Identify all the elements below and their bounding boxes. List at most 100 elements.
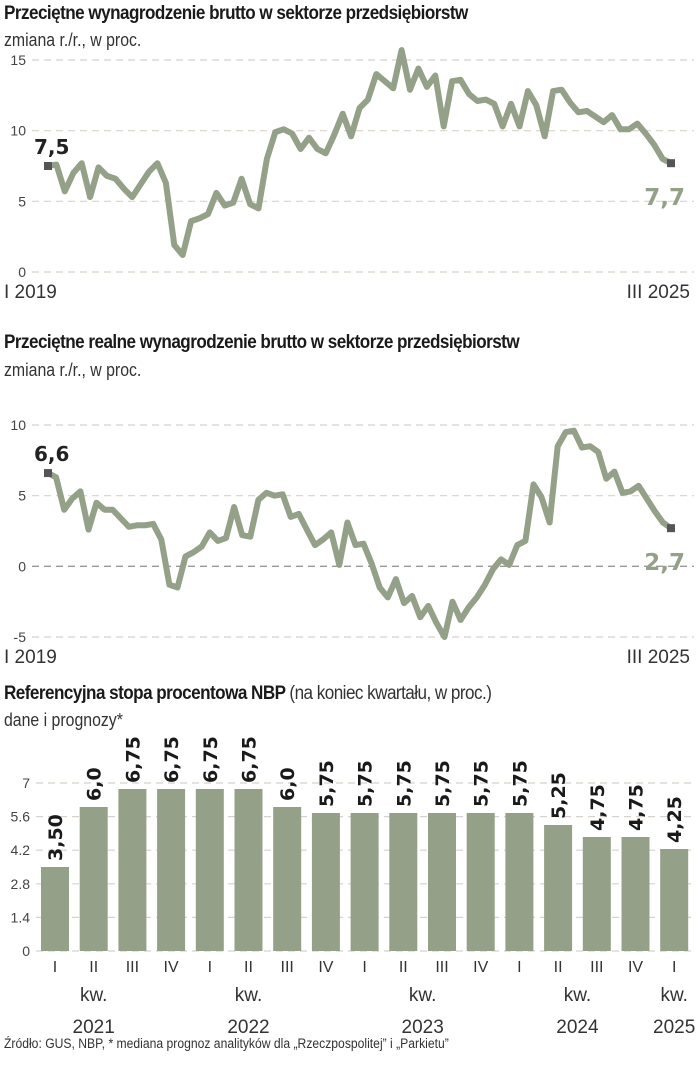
chart3-y-tick-label: 2.8 <box>11 876 31 892</box>
chart2-subtitle: zmiana r./r., w proc. <box>4 360 142 380</box>
chart3-bar <box>350 813 379 951</box>
chart1-x-start-label: I 2019 <box>4 282 57 303</box>
chart3-bar <box>505 813 534 951</box>
chart2-y-tick-label: 10 <box>10 417 26 433</box>
chart3-bar-value-label: 3,50 <box>45 814 67 861</box>
chart3-bar <box>79 807 108 951</box>
chart3-bar <box>234 789 263 951</box>
chart3-x-quarter-label: IV <box>318 959 333 976</box>
chart3-bar-value-label: 6,0 <box>277 767 299 801</box>
chart3-quarter-word: kw. <box>80 985 107 1006</box>
chart3-bar <box>195 789 224 951</box>
chart3-bar <box>118 789 147 951</box>
chart1-end-marker <box>667 159 675 168</box>
chart3-bar <box>544 825 573 951</box>
chart1-x-end-label: III 2025 <box>627 282 690 303</box>
chart2-y-tick-label: -5 <box>14 629 27 645</box>
chart2-y-tick-label: 5 <box>18 488 26 504</box>
chart3-x-quarter-label: I <box>362 959 366 976</box>
chart3-title-main: Referencyjna stopa procentowa NBP <box>4 683 286 704</box>
chart3-x-quarter-label: III <box>281 959 294 976</box>
chart3-x-quarter-label: IV <box>628 959 643 976</box>
chart3-y-tick-label: 4.2 <box>11 842 31 858</box>
chart3-x-quarter-label: I <box>672 959 676 976</box>
chart3-bar <box>660 849 689 951</box>
chart3-bar <box>582 837 611 951</box>
chart3-y-tick-label: 5.6 <box>11 809 31 825</box>
chart3-x-quarter-label: II <box>399 959 408 976</box>
chart3-year-label: 2022 <box>227 1017 269 1038</box>
chart3-x-quarter-label: III <box>126 959 139 976</box>
chart3-bar <box>428 813 456 951</box>
chart3-bar-value-label: 5,75 <box>393 760 415 807</box>
chart3-bar-value-label: 6,75 <box>239 736 261 783</box>
chart1-start-value-label: 7,5 <box>34 135 69 159</box>
chart3-year-label: 2025 <box>653 1017 695 1038</box>
chart3-x-quarter-label: IV <box>164 959 179 976</box>
chart3-bar-value-label: 6,75 <box>161 736 183 783</box>
chart3-title-suffix: (na koniec kwartału, w proc.) <box>289 683 492 704</box>
chart3-bar <box>389 813 418 951</box>
chart1-y-tick-label: 5 <box>18 193 26 209</box>
chart1-subtitle: zmiana r./r., w proc. <box>4 30 142 50</box>
chart3-bar <box>311 813 340 951</box>
chart3-y-tick-label: 0 <box>22 943 30 959</box>
chart3-bar-value-label: 4,25 <box>664 796 686 843</box>
chart1-line-chart: 0 5 10 15 7,5 7,7 I 2019 III 2025 <box>4 47 694 303</box>
chart3-y-tick-label: 1.4 <box>11 909 31 925</box>
chart2-start-marker <box>44 469 52 478</box>
chart1-title: Przeciętne wynagrodzenie brutto w sektor… <box>4 3 468 24</box>
chart3-x-quarter-label: III <box>435 959 448 976</box>
chart3-bar-value-label: 5,25 <box>548 772 570 819</box>
chart3-x-quarter-label: II <box>89 959 98 976</box>
chart3-bar-value-label: 5,75 <box>355 760 377 807</box>
chart2-end-marker <box>667 524 675 533</box>
chart3-quarter-word: kw. <box>409 985 436 1006</box>
chart3-x-quarter-label: I <box>53 959 57 976</box>
chart3-bar-value-label: 6,0 <box>84 767 106 801</box>
chart1-end-value-label: 7,7 <box>644 185 685 211</box>
chart3-quarter-word: kw. <box>235 985 262 1006</box>
chart3-bar-value-label: 5,75 <box>432 760 454 807</box>
chart3-quarter-word: kw. <box>660 985 687 1006</box>
chart1-start-marker <box>44 162 52 170</box>
chart1-y-tick-label: 10 <box>10 123 26 139</box>
chart3-bar <box>157 789 186 951</box>
chart3-year-label: 2024 <box>556 1017 599 1038</box>
chart3-bar <box>466 813 495 951</box>
chart3-bar-chart: 01.42.84.25.673,50I6,0II6,75III6,75IV6,7… <box>11 736 696 1038</box>
chart3-bar <box>41 867 69 951</box>
chart2-x-start-label: I 2019 <box>4 647 57 668</box>
chart3-subtitle: dane i prognozy* <box>4 710 123 730</box>
chart3-year-label: 2021 <box>73 1017 115 1038</box>
chart3-x-quarter-label: IV <box>473 959 488 976</box>
chart3-title: Referencyjna stopa procentowa NBP (na ko… <box>4 683 492 705</box>
chart1-y-tick-label: 15 <box>10 52 26 68</box>
chart2-y-tick-label: 0 <box>18 558 26 574</box>
chart3-bar-value-label: 5,75 <box>316 760 338 807</box>
chart1-y-tick-label: 0 <box>18 264 26 280</box>
chart3-x-quarter-label: II <box>244 959 253 976</box>
chart3-bar <box>273 807 302 951</box>
chart2-start-value-label: 6,6 <box>34 442 69 466</box>
chart3-bar-value-label: 6,75 <box>200 736 222 783</box>
chart2-line-chart: -5 0 5 10 6,6 2,7 I 2019 III 2025 <box>4 417 694 668</box>
chart3-bar-value-label: 4,75 <box>626 784 648 831</box>
chart3-quarter-word: kw. <box>564 985 591 1006</box>
chart3-year-label: 2023 <box>402 1017 444 1038</box>
chart2-series-line <box>45 427 674 640</box>
chart3-x-quarter-label: I <box>517 959 521 976</box>
chart1-series-line <box>45 47 674 258</box>
chart3-x-quarter-label: I <box>208 959 212 976</box>
chart2-end-value-label: 2,7 <box>644 550 685 576</box>
source-note: Źródło: GUS, NBP, * mediana prognoz anal… <box>4 1036 449 1051</box>
chart3-bar-value-label: 6,75 <box>122 736 144 783</box>
chart2-title: Przeciętne realne wynagrodzenie brutto w… <box>4 332 520 353</box>
chart2-x-end-label: III 2025 <box>627 647 690 668</box>
chart3-bar-value-label: 4,75 <box>587 784 609 831</box>
chart3-x-quarter-label: II <box>554 959 563 976</box>
chart3-y-tick-label: 7 <box>22 775 30 791</box>
chart3-bar-value-label: 5,75 <box>509 760 531 807</box>
chart3-bar-value-label: 5,75 <box>471 760 493 807</box>
chart3-x-quarter-label: III <box>590 959 603 976</box>
